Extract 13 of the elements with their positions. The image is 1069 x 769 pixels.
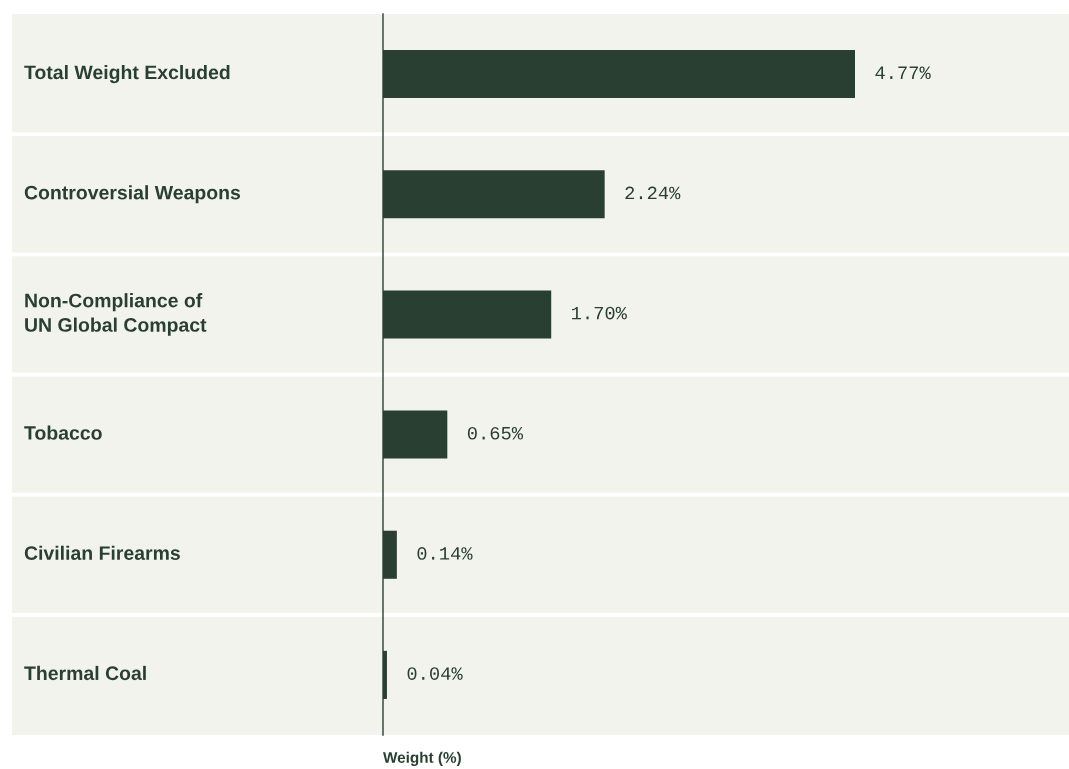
y-tick-label: Thermal Coal: [24, 665, 146, 681]
y-tick-label: Controversial Weapons: [24, 185, 241, 204]
y-tick-label: Non-Compliance of UN Global Compact: [25, 293, 207, 336]
y-tick-label: Civilian Firearms: [24, 545, 180, 560]
y-tick-label: Total Weight Excluded: [24, 64, 230, 84]
x-axis-title: Weight (%): [383, 751, 461, 766]
data-label: 0.65%: [467, 426, 524, 440]
data-label: 2.24%: [625, 186, 681, 200]
data-label: 4.77%: [875, 66, 931, 80]
y-tick-label: Tobacco: [24, 425, 102, 440]
data-label: 0.14%: [417, 547, 473, 560]
data-label: 1.70%: [572, 306, 627, 320]
data-label: 0.04%: [407, 667, 463, 680]
